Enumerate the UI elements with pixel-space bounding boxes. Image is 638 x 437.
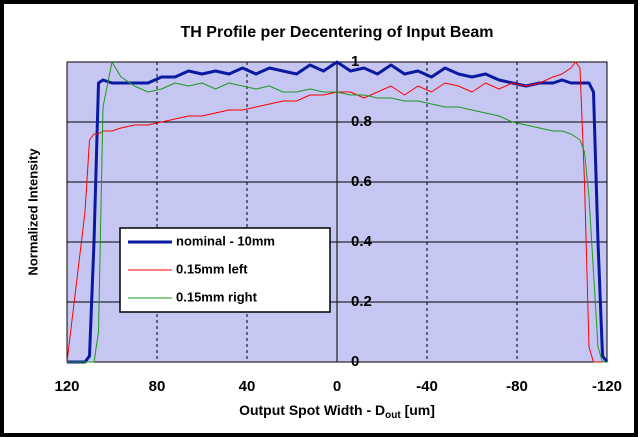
x-tick-label: -120	[592, 378, 622, 395]
legend-label: 0.15mm right	[176, 289, 258, 304]
y-tick-label: 0.6	[351, 173, 372, 190]
series-line	[67, 61, 607, 363]
y-tick-label: 1	[351, 53, 359, 70]
legend-label: nominal - 10mm	[176, 233, 275, 248]
x-label-main: Output Spot Width - D	[239, 402, 385, 418]
y-tick-label: 0	[351, 353, 359, 370]
y-tick-label: 0.8	[351, 113, 372, 130]
legend-label: 0.15mm left	[176, 261, 248, 276]
x-tick-label: 40	[239, 378, 256, 395]
y-axis-label: Normalized Intensity	[25, 148, 40, 276]
x-tick-label: 0	[333, 378, 341, 395]
x-label-sub: out	[385, 410, 401, 421]
x-tick-label: -40	[416, 378, 438, 395]
x-tick-label: -80	[506, 378, 528, 395]
legend: nominal - 10mm 0.15mm left 0.15mm right	[119, 227, 331, 313]
y-tick-label: 0.4	[351, 233, 373, 250]
x-tick-label: 120	[54, 378, 79, 395]
x-axis-label: Output Spot Width - Dout [um]	[239, 402, 435, 421]
x-tick-label: 80	[149, 378, 166, 395]
series-line	[67, 60, 609, 364]
chart-title: TH Profile per Decentering of Input Beam	[181, 24, 494, 41]
y-tick-label: 0.2	[351, 293, 372, 310]
x-label-unit: [um]	[401, 402, 435, 418]
